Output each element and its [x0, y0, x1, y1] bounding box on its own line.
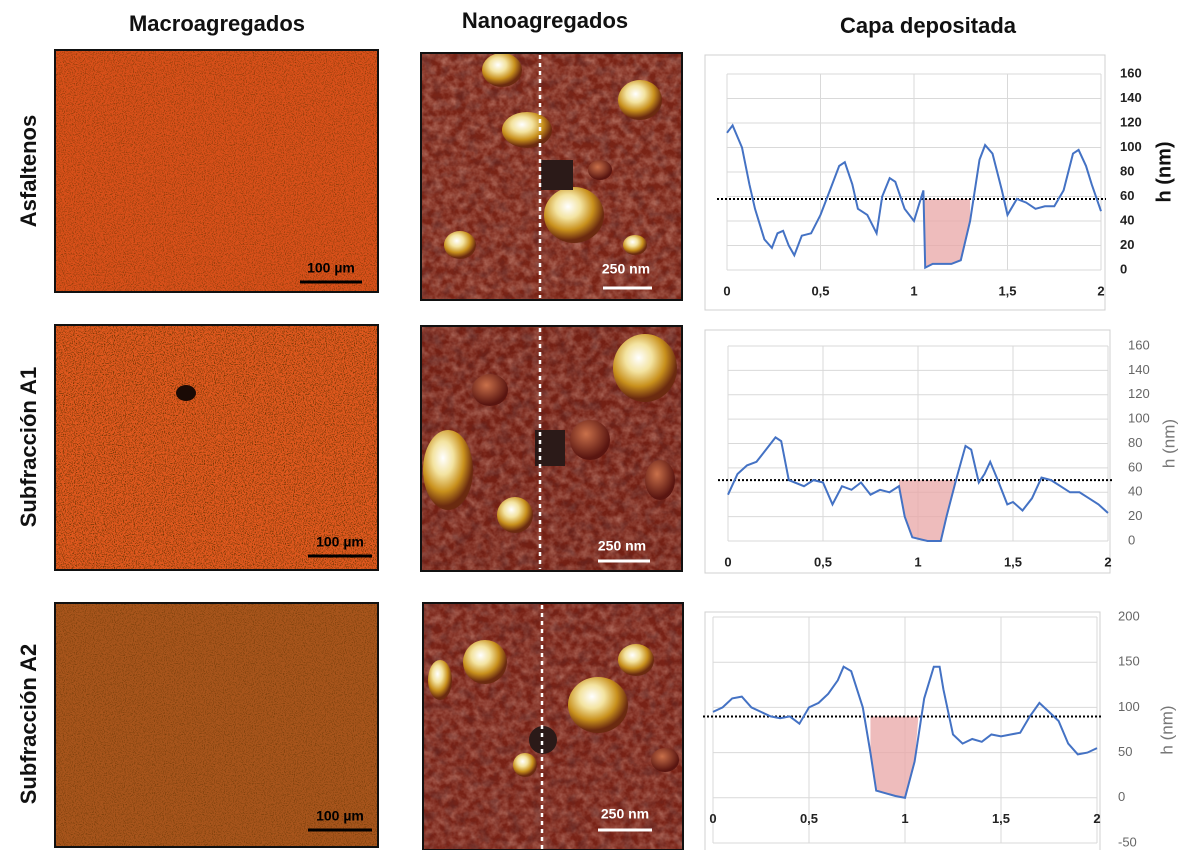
nano-image: 250 nm	[420, 325, 683, 572]
y-tick-label: 80	[1128, 435, 1142, 450]
y-tick-label: 20	[1120, 237, 1134, 252]
scale-bar-label: 250 nm	[598, 538, 646, 554]
x-tick-label: 2	[1104, 554, 1111, 569]
y-axis-label: h (nm)	[1157, 705, 1176, 754]
scale-bar-label: 250 nm	[602, 261, 650, 277]
macro-image: 100 µm	[54, 324, 379, 571]
scale-bar-label: 100 µm	[316, 534, 364, 550]
y-tick-label: 40	[1120, 212, 1134, 227]
chart: 0 20 40 60 80 100 120 140 160 0 0,5 1 1,5 2 h (nm)	[704, 329, 1178, 574]
y-tick-label: 60	[1120, 188, 1134, 203]
chart: 0 20 40 60 80 100 120 140 160 0 0,5 1 1,5 2 h (nm)	[704, 54, 1175, 311]
data-line	[712, 665, 1098, 799]
macro-image: 100 µm	[54, 602, 379, 848]
y-tick-label: 140	[1120, 90, 1142, 105]
chart: -50 0 50 100 150 200 0 0,5 1 1,5 2 h (nm)	[703, 608, 1176, 850]
nano-image: 250 nm	[422, 602, 684, 850]
x-tick-label: 0,5	[811, 283, 829, 298]
y-axis-label: h (nm)	[1159, 419, 1178, 468]
y-tick-label: 100	[1118, 699, 1140, 714]
column-header: Macroagregados	[129, 11, 305, 36]
row-label: Subfracción A1	[16, 367, 41, 528]
y-tick-label: 150	[1118, 654, 1140, 669]
shaded-region	[870, 716, 919, 798]
y-tick-label: 140	[1128, 362, 1150, 377]
x-tick-label: 1	[914, 554, 921, 569]
y-tick-label: 60	[1128, 459, 1142, 474]
chart-frame	[704, 54, 1106, 311]
y-tick-label: 40	[1128, 484, 1142, 499]
x-tick-label: 0	[709, 811, 716, 826]
scale-bar-label: 250 nm	[601, 806, 649, 822]
y-tick-label: 200	[1118, 608, 1140, 623]
row-label: Asfaltenos	[16, 115, 41, 227]
y-tick-label: 120	[1120, 114, 1142, 129]
macro-image: 100 µm	[54, 49, 379, 293]
y-tick-label: 100	[1128, 411, 1150, 426]
scale-bar-label: 100 µm	[316, 808, 364, 824]
y-tick-label: 160	[1120, 65, 1142, 80]
x-tick-label: 1	[910, 283, 917, 298]
y-tick-label: 20	[1128, 508, 1142, 523]
y-tick-label: 80	[1120, 163, 1134, 178]
x-tick-label: 0	[724, 554, 731, 569]
scale-bar-label: 100 µm	[307, 260, 355, 276]
y-tick-label: 0	[1118, 789, 1125, 804]
y-tick-label: 160	[1128, 337, 1150, 352]
shaded-region	[923, 198, 971, 268]
column-header: Capa depositada	[840, 13, 1017, 38]
y-axis-label: h (nm)	[1153, 141, 1175, 202]
y-tick-label: 50	[1118, 744, 1132, 759]
column-header: Nanoagregados	[462, 8, 628, 33]
shaded-region	[899, 480, 956, 541]
x-tick-label: 0	[723, 283, 730, 298]
x-tick-label: 1,5	[992, 811, 1010, 826]
y-tick-label: 100	[1120, 139, 1142, 154]
x-tick-label: 2	[1093, 811, 1100, 826]
y-tick-label: -50	[1118, 834, 1137, 849]
row-label: Subfracción A2	[16, 644, 41, 805]
x-tick-label: 1	[901, 811, 908, 826]
x-tick-label: 1,5	[998, 283, 1016, 298]
x-tick-label: 2	[1097, 283, 1104, 298]
y-tick-label: 0	[1128, 532, 1135, 547]
x-tick-label: 0,5	[814, 554, 832, 569]
x-tick-label: 1,5	[1004, 554, 1022, 569]
y-tick-label: 120	[1128, 386, 1150, 401]
data-line	[726, 123, 1102, 270]
y-tick-label: 0	[1120, 261, 1127, 276]
data-line	[727, 436, 1109, 542]
x-tick-label: 0,5	[800, 811, 818, 826]
nano-image: 250 nm	[420, 52, 683, 301]
